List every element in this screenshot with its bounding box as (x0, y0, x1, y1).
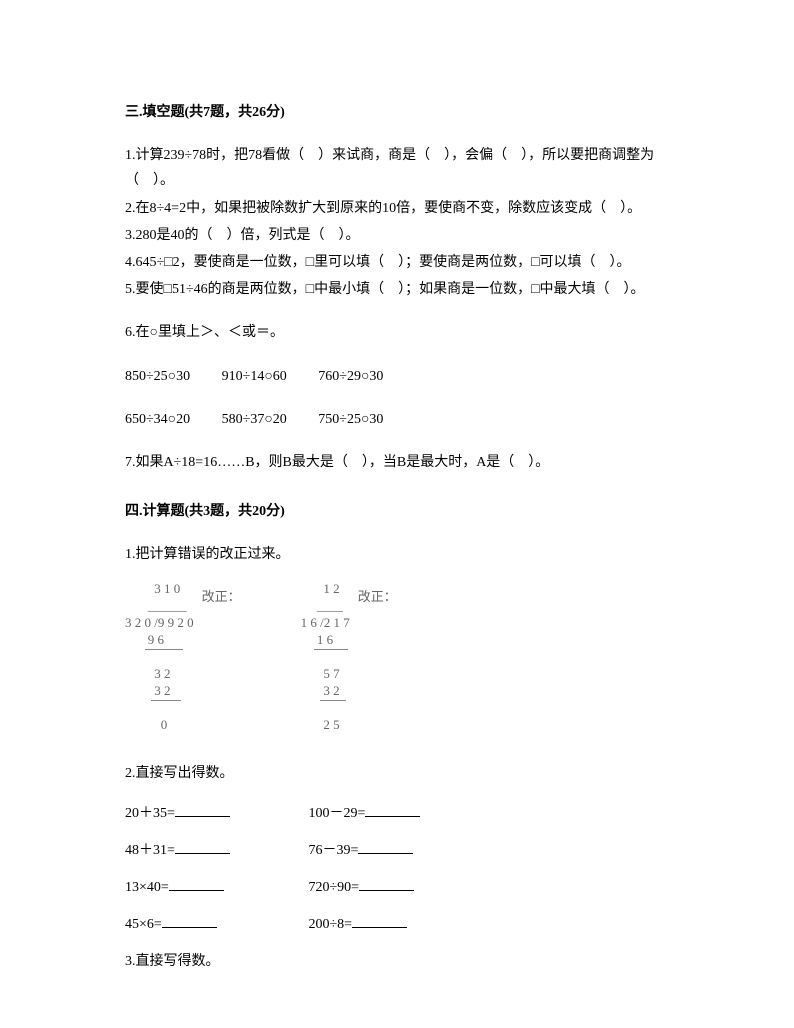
arith-row: 13×40= 720÷90= (125, 875, 669, 900)
calc-block-1: 3 1 0 ______ 3 2 0 /9 9 2 0 9 6 3 2 3 2 … (125, 581, 241, 733)
arith-item: 200÷8= (309, 912, 489, 937)
compare-item: 580÷37○20 (222, 407, 287, 432)
arith-item: 20＋35= (125, 801, 305, 826)
arith-row: 45×6= 200÷8= (125, 912, 669, 937)
compare-row-2: 650÷34○20 580÷37○20 750÷25○30 (125, 407, 669, 432)
arith-item: 48＋31= (125, 838, 305, 863)
correct-label-1: 改正： (202, 585, 241, 608)
arith-item: 76－39= (309, 838, 489, 863)
question-4-1-label: 1.把计算错误的改正过来。 (125, 542, 669, 567)
compare-row-1: 850÷25○30 910÷14○60 760÷29○30 (125, 364, 669, 389)
long-division-1: 3 1 0 ______ 3 2 0 /9 9 2 0 9 6 3 2 3 2 … (125, 581, 194, 733)
question-3-7: 7.如果A÷18=16……B，则B最大是（ ），当B是最大时，A是（ ）。 (125, 450, 669, 475)
section-3-title: 三.填空题(共7题，共26分) (125, 100, 669, 125)
compare-item: 850÷25○30 (125, 364, 190, 389)
question-3-5: 5.要使□51÷46的商是两位数，□中最小填（ ）；如果商是一位数，□中最大填（… (125, 277, 669, 302)
arith-row: 48＋31= 76－39= (125, 838, 669, 863)
arith-item: 45×6= (125, 912, 305, 937)
arith-item: 13×40= (125, 875, 305, 900)
question-4-2-label: 2.直接写出得数。 (125, 761, 669, 786)
compare-item: 650÷34○20 (125, 407, 190, 432)
correct-label-2: 改正： (358, 585, 397, 608)
long-division-2: 1 2 ____ 1 6 /2 1 7 1 6 5 7 3 2 2 5 (301, 581, 350, 733)
question-3-1: 1.计算239÷78时，把78看做（ ）来试商，商是（ ），会偏（ ），所以要把… (125, 143, 669, 193)
compare-item: 750÷25○30 (318, 407, 383, 432)
question-3-3: 3.280是40的（ ）倍，列式是（ ）。 (125, 223, 669, 248)
calc-block-2: 1 2 ____ 1 6 /2 1 7 1 6 5 7 3 2 2 5 改正： (301, 581, 397, 733)
question-4-3-label: 3.直接写得数。 (125, 949, 669, 974)
arith-item: 720÷90= (309, 875, 489, 900)
question-3-2: 2.在8÷4=2中，如果把被除数扩大到原来的10倍，要使商不变，除数应该变成（ … (125, 196, 669, 221)
compare-item: 910÷14○60 (222, 364, 287, 389)
arith-row: 20＋35= 100－29= (125, 801, 669, 826)
question-3-6-intro: 6.在○里填上＞、＜或＝。 (125, 320, 669, 345)
arithmetic-list: 20＋35= 100－29= 48＋31= 76－39= 13×40= 720÷… (125, 801, 669, 938)
arith-item: 100－29= (309, 801, 489, 826)
compare-item: 760÷29○30 (318, 364, 383, 389)
calc-corrections: 3 1 0 ______ 3 2 0 /9 9 2 0 9 6 3 2 3 2 … (125, 581, 669, 733)
question-3-4: 4.645÷□2，要使商是一位数，□里可以填（ ）；要使商是两位数，□可以填（ … (125, 250, 669, 275)
section-4-title: 四.计算题(共3题，共20分) (125, 499, 669, 524)
